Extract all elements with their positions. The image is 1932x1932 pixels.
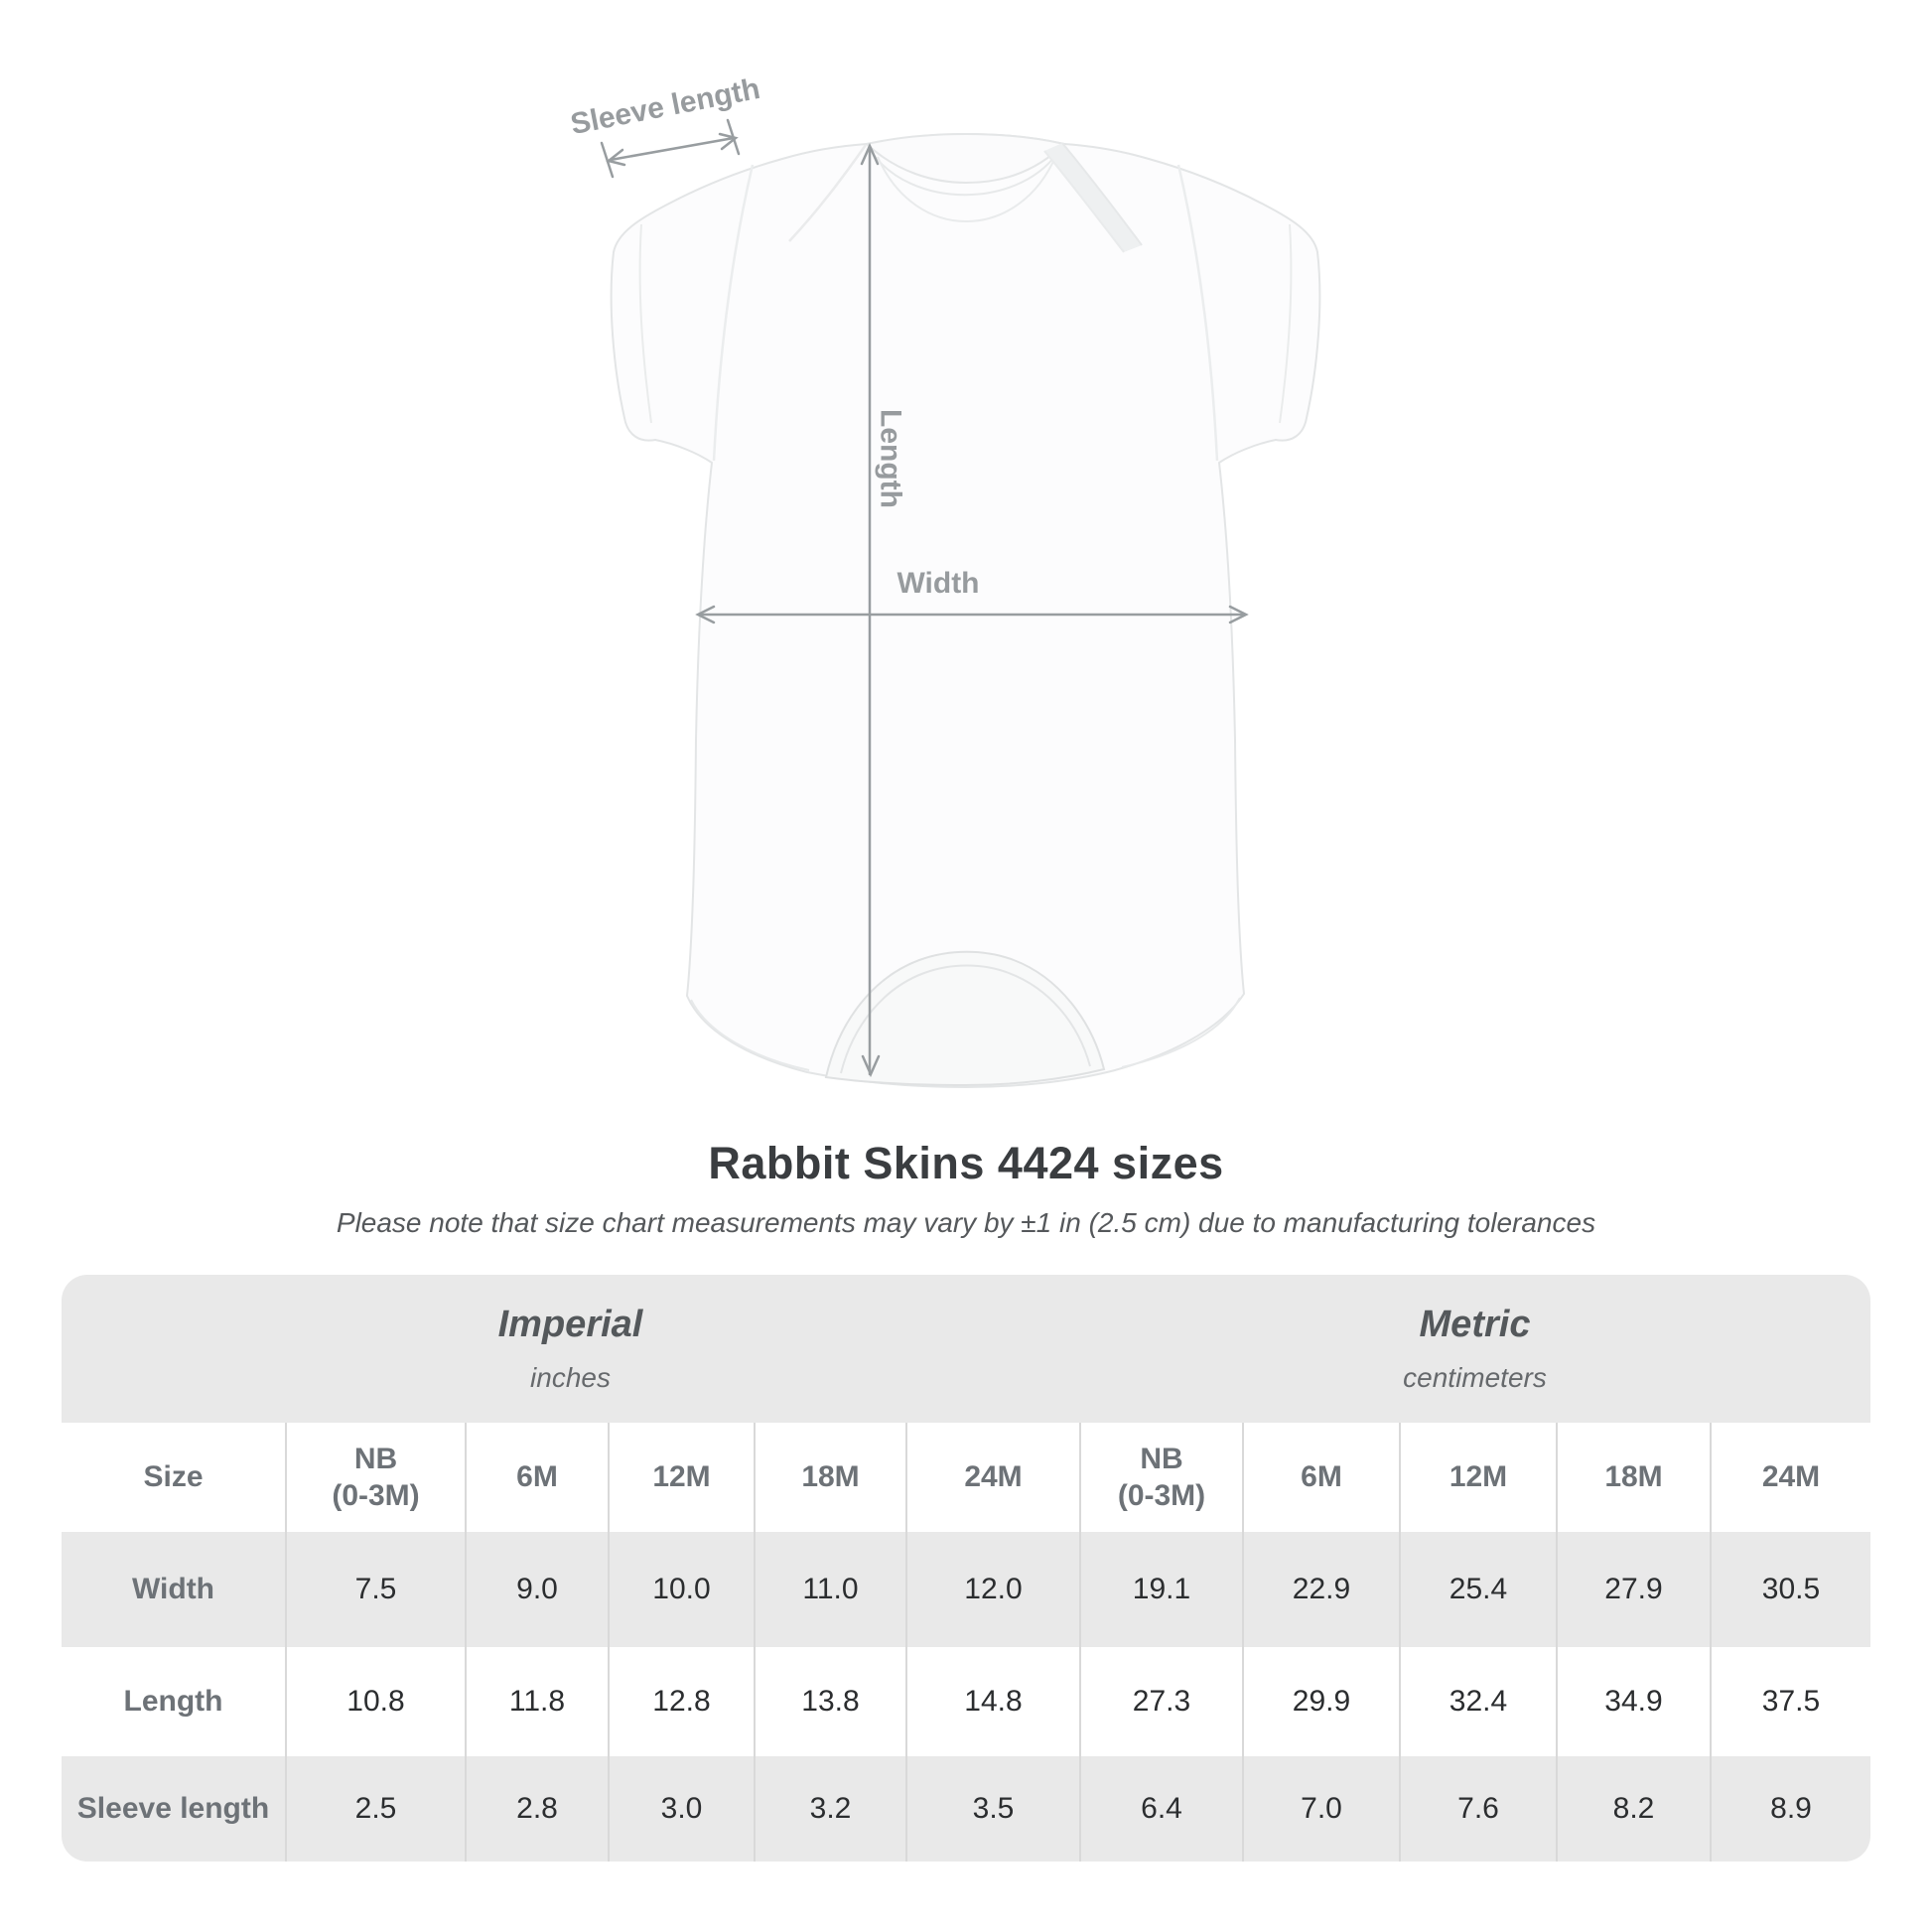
width-value-cell: 22.9 [1242, 1532, 1399, 1647]
page-subtitle: Please note that size chart measurements… [336, 1207, 1596, 1238]
metric-unit-label: centimeters [1403, 1362, 1547, 1393]
unit-band-imperial: Imperial inches [62, 1275, 1079, 1423]
sleeve-value-cell: 8.2 [1556, 1756, 1710, 1862]
sleeve-value-cell: 7.0 [1242, 1756, 1399, 1862]
length-value-cell: 11.8 [465, 1647, 608, 1756]
length-value-cell: 32.4 [1399, 1647, 1556, 1756]
sleeve-value-cell: 3.2 [754, 1756, 905, 1862]
column-header-metric-nb: NB (0-3M) [1079, 1423, 1242, 1532]
metric-label: Metric [1419, 1304, 1531, 1345]
length-value-cell: 29.9 [1242, 1647, 1399, 1756]
collar-seam [869, 146, 1062, 197]
sleeve-value-cell: 3.5 [905, 1756, 1079, 1862]
sleeve-value-cell: 7.6 [1399, 1756, 1556, 1862]
sleeve-value-cell: 2.5 [285, 1756, 465, 1862]
right-leg-binding [1121, 997, 1241, 1068]
length-label: Length [875, 409, 907, 508]
width-value-cell: 30.5 [1710, 1532, 1870, 1647]
width-value-cell: 9.0 [465, 1532, 608, 1647]
row-label-width: Width [62, 1532, 285, 1647]
left-leg-binding [690, 999, 810, 1071]
column-header-metric-12m: 12M [1399, 1423, 1556, 1532]
size-corner-header: Size [143, 1460, 204, 1494]
imperial-label: Imperial [497, 1304, 643, 1345]
width-value-cell: 25.4 [1399, 1532, 1556, 1647]
width-value-cell: 10.0 [608, 1532, 754, 1647]
onesie-graphic: Sleeve length Length Width [568, 72, 1321, 1088]
column-header-metric-24m: 24M [1710, 1423, 1870, 1532]
size-table: Imperial inches Metric centimeters Size … [62, 1275, 1870, 1862]
sleeve-value-cell: 3.0 [608, 1756, 754, 1862]
width-value-cell: 12.0 [905, 1532, 1079, 1647]
right-cuff-fold [1279, 223, 1293, 424]
sleeve-length-label: Sleeve length [568, 72, 762, 141]
width-arrow [695, 605, 1249, 624]
garment-measurement-diagram: Sleeve length Length Width [568, 72, 1321, 1088]
column-header-imperial-12m: 12M [608, 1423, 754, 1532]
width-value-cell: 27.9 [1556, 1532, 1710, 1647]
length-value-cell: 14.8 [905, 1647, 1079, 1756]
imperial-unit-label: inches [530, 1362, 611, 1393]
collar-inner-opening [877, 154, 1057, 222]
column-header-imperial-18m: 18M [754, 1423, 905, 1532]
right-armhole-seam [1176, 164, 1219, 462]
sleeve-value-cell: 2.8 [465, 1756, 608, 1862]
length-value-cell: 34.9 [1556, 1647, 1710, 1756]
width-value-cell: 7.5 [285, 1532, 465, 1647]
right-lap-shadow [1044, 143, 1142, 252]
left-armhole-seam [712, 164, 755, 462]
width-value-cell: 11.0 [754, 1532, 905, 1647]
length-value-cell: 27.3 [1079, 1647, 1242, 1756]
column-header-metric-6m: 6M [1242, 1423, 1399, 1532]
sleeve-value-cell: 6.4 [1079, 1756, 1242, 1862]
left-lap-fold [788, 144, 868, 242]
column-header-imperial-24m: 24M [905, 1423, 1079, 1532]
length-value-cell: 12.8 [608, 1647, 754, 1756]
column-header-metric-18m: 18M [1556, 1423, 1710, 1532]
unit-band-metric: Metric centimeters [1079, 1275, 1870, 1423]
right-lap-fold-outer [1061, 142, 1143, 246]
length-value-cell: 10.8 [285, 1647, 465, 1756]
page-title: Rabbit Skins 4424 sizes [708, 1138, 1224, 1188]
right-lap-fold-inner [1043, 150, 1125, 253]
column-header-imperial-6m: 6M [465, 1423, 608, 1532]
sleeve-length-arrow [600, 118, 741, 179]
onesie-body-shape [610, 133, 1321, 1088]
width-value-cell: 19.1 [1079, 1532, 1242, 1647]
length-arrow [860, 142, 881, 1078]
left-cuff-fold [638, 223, 652, 424]
column-header-imperial-nb: NB (0-3M) [285, 1423, 465, 1532]
length-value-cell: 13.8 [754, 1647, 905, 1756]
width-label: Width [897, 567, 979, 600]
length-value-cell: 37.5 [1710, 1647, 1870, 1756]
row-label-length: Length [123, 1685, 223, 1719]
sleeve-value-cell: 8.9 [1710, 1756, 1870, 1862]
row-label-sleeve-length: Sleeve length [62, 1756, 285, 1862]
title-block: Rabbit Skins 4424 sizes Please note that… [0, 1138, 1932, 1239]
